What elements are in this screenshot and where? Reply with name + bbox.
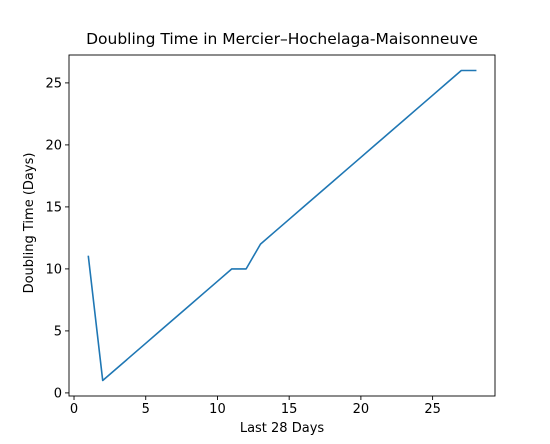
y-tick-label: 5 (54, 324, 62, 339)
plot-frame (68, 54, 496, 397)
y-tick-label: 10 (45, 262, 62, 277)
y-tick-label: 25 (45, 76, 62, 91)
x-tick-label: 20 (353, 402, 370, 417)
x-tick-label: 10 (209, 402, 226, 417)
series-layer (87, 69, 477, 382)
y-tick-label: 15 (45, 200, 62, 215)
x-tick-label: 25 (424, 402, 441, 417)
y-tick-label: 0 (54, 386, 62, 401)
x-tick-label: 5 (142, 402, 150, 417)
x-tick-label: 15 (281, 402, 298, 417)
x-axis-label: Last 28 Days (240, 421, 325, 436)
x-axis-ticks: 0 5 10 15 20 25 (70, 396, 441, 417)
chart-title: Doubling Time in Mercier–Hochelaga-Maiso… (86, 30, 478, 48)
y-axis-ticks: 0 5 10 15 20 25 (45, 76, 69, 401)
x-tick-label: 0 (70, 402, 78, 417)
y-axis-label: Doubling Time (Days) (22, 153, 37, 294)
plot-area (68, 54, 496, 397)
y-tick-label: 20 (45, 138, 62, 153)
series-line (87, 69, 477, 382)
